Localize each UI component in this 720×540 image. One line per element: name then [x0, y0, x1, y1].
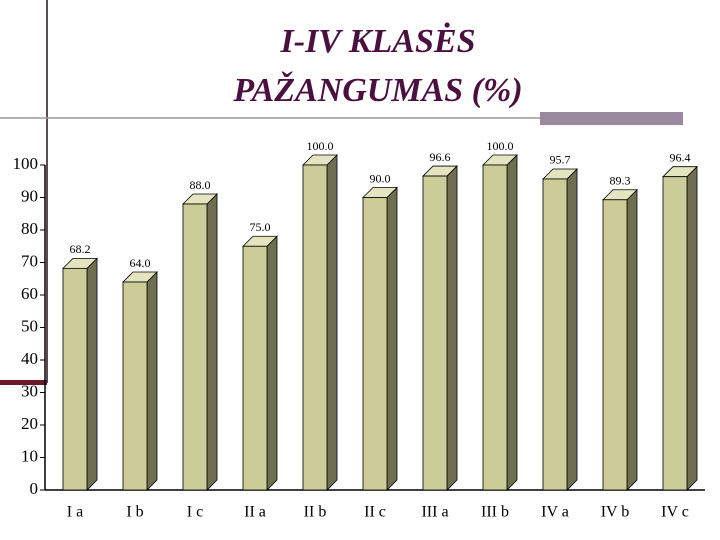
bar-side	[566, 168, 578, 491]
value-label: 89.3	[610, 174, 631, 188]
bar-side	[326, 154, 338, 491]
y-tick-label: 70	[21, 251, 38, 270]
value-label: 100.0	[307, 139, 334, 153]
x-tick-label: I b	[126, 504, 143, 521]
bar-side	[146, 271, 158, 491]
chart-title: PAŽANGUMAS (%)	[232, 71, 522, 109]
x-tick-label: IV a	[541, 504, 569, 521]
bar-side	[506, 154, 518, 491]
x-tick-label: III b	[481, 504, 509, 521]
y-tick-label: 10	[21, 446, 38, 465]
y-tick-label: 40	[21, 349, 38, 368]
value-label: 68.2	[70, 242, 91, 256]
bar-side	[266, 235, 278, 491]
bar	[62, 267, 88, 491]
y-tick-label: 0	[30, 479, 39, 498]
x-tick-label: II a	[244, 504, 266, 521]
bar-side	[206, 193, 218, 491]
y-tick-label: 90	[21, 186, 38, 205]
x-tick-label: IV c	[661, 504, 689, 521]
bar	[482, 164, 508, 491]
bar-side	[86, 257, 98, 491]
value-label: 75.0	[250, 220, 271, 234]
value-label: 100.0	[487, 139, 514, 153]
decor-accent	[0, 380, 47, 385]
bar	[422, 175, 448, 491]
bar-side	[626, 188, 638, 491]
bar-side	[446, 165, 458, 491]
value-label: 90.0	[370, 171, 391, 185]
y-tick-label: 80	[21, 219, 38, 238]
decor-block	[540, 112, 683, 125]
bar	[302, 164, 328, 491]
bar	[242, 245, 268, 491]
x-tick-label: I a	[67, 504, 83, 521]
value-label: 96.6	[430, 150, 451, 164]
bar-side	[686, 165, 698, 491]
bar	[602, 199, 628, 491]
y-tick-label: 100	[13, 154, 39, 173]
value-label: 88.0	[190, 178, 211, 192]
bar-side	[386, 186, 398, 491]
y-tick-label: 60	[21, 284, 38, 303]
y-tick-label: 30	[21, 381, 38, 400]
value-label: 96.4	[670, 150, 691, 164]
value-label: 64.0	[130, 256, 151, 270]
x-tick-label: IV b	[601, 504, 630, 521]
bar	[542, 178, 568, 491]
chart-title: I-IV KLASĖS	[280, 22, 476, 60]
bar	[182, 203, 208, 491]
bar	[662, 176, 688, 491]
bar	[122, 281, 148, 491]
x-tick-label: II b	[304, 504, 327, 521]
y-tick-label: 20	[21, 414, 38, 433]
value-label: 95.7	[550, 153, 571, 167]
x-tick-label: II c	[364, 504, 386, 521]
bar	[362, 197, 388, 491]
x-tick-label: III a	[421, 504, 448, 521]
x-tick-label: I c	[187, 504, 203, 521]
y-tick-label: 50	[21, 316, 38, 335]
